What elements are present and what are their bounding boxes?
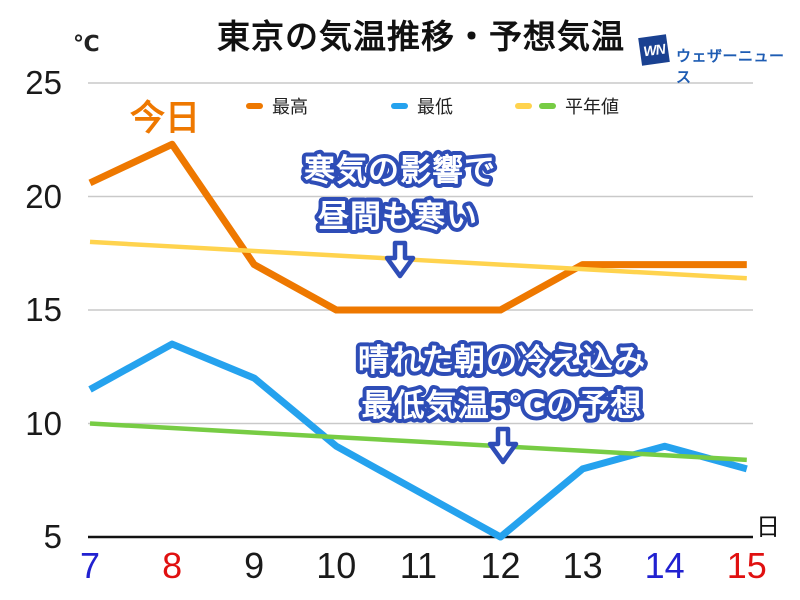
legend-item-max: 最高 xyxy=(246,94,308,118)
x-tick-8: 8 xyxy=(162,545,183,586)
annotation-morning-chill: 晴れた朝の冷え込み 最低気温5℃の予想 xyxy=(354,339,649,465)
today-label: 今日 xyxy=(130,99,201,138)
x-tick-7: 7 xyxy=(79,545,101,586)
series-line-最高 xyxy=(88,140,747,314)
x-tick-13: 13 xyxy=(562,545,603,586)
y-axis-unit-label: ℃ xyxy=(73,31,100,56)
legend-item-normal: 平年値 xyxy=(515,94,619,118)
y-tick-15: 15 xyxy=(25,291,62,328)
line-series xyxy=(88,140,748,541)
y-tick-10: 10 xyxy=(25,404,62,442)
weathernews-logo-mark-box: WN xyxy=(638,34,670,66)
y-tick-25: 25 xyxy=(25,64,62,101)
down-arrow-icon xyxy=(384,240,416,279)
series-line-平年値(最高) xyxy=(89,239,747,281)
legend-dash-icon xyxy=(539,103,556,109)
legend-label-min: 最低 xyxy=(417,97,453,117)
x-tick-10: 10 xyxy=(316,545,357,586)
legend-dash-icon xyxy=(246,103,263,109)
x-tick-11: 11 xyxy=(399,545,438,586)
x-tick-15: 15 xyxy=(726,545,767,586)
annotation-morning-chill-line2: 最低気温5℃の予想 xyxy=(362,388,643,423)
annotation-cold-daytime-line1: 寒気の影響で xyxy=(304,153,496,188)
x-axis-unit-label: 日 xyxy=(756,514,780,541)
weathernews-logo-text: ウェザーニュース xyxy=(676,48,785,86)
weathernews-logo: WN ウェザーニュース xyxy=(638,34,798,86)
x-tick-12: 12 xyxy=(480,545,521,586)
legend-dash-icon xyxy=(391,103,408,109)
x-tick-9: 9 xyxy=(244,545,265,586)
legend-label-normal: 平年値 xyxy=(565,97,619,117)
legend-dash-icon xyxy=(515,103,532,109)
down-arrow-icon xyxy=(487,426,519,465)
x-tick-14: 14 xyxy=(644,545,685,586)
weathernews-wn-icon: WN xyxy=(642,40,666,60)
legend-item-min: 最低 xyxy=(391,94,453,118)
annotation-morning-chill-line1: 晴れた朝の冷え込み xyxy=(358,343,646,378)
y-tick-20: 20 xyxy=(25,177,62,215)
y-tick-5: 5 xyxy=(43,518,62,555)
legend-label-max: 最高 xyxy=(272,97,308,117)
annotation-cold-daytime: 寒気の影響で 昼間も寒い xyxy=(300,149,499,279)
page-title: 東京の気温推移・予想気温 xyxy=(217,18,625,55)
annotation-cold-daytime-line2: 昼間も寒い xyxy=(318,199,478,234)
series-line-平年値(最低) xyxy=(89,421,747,463)
